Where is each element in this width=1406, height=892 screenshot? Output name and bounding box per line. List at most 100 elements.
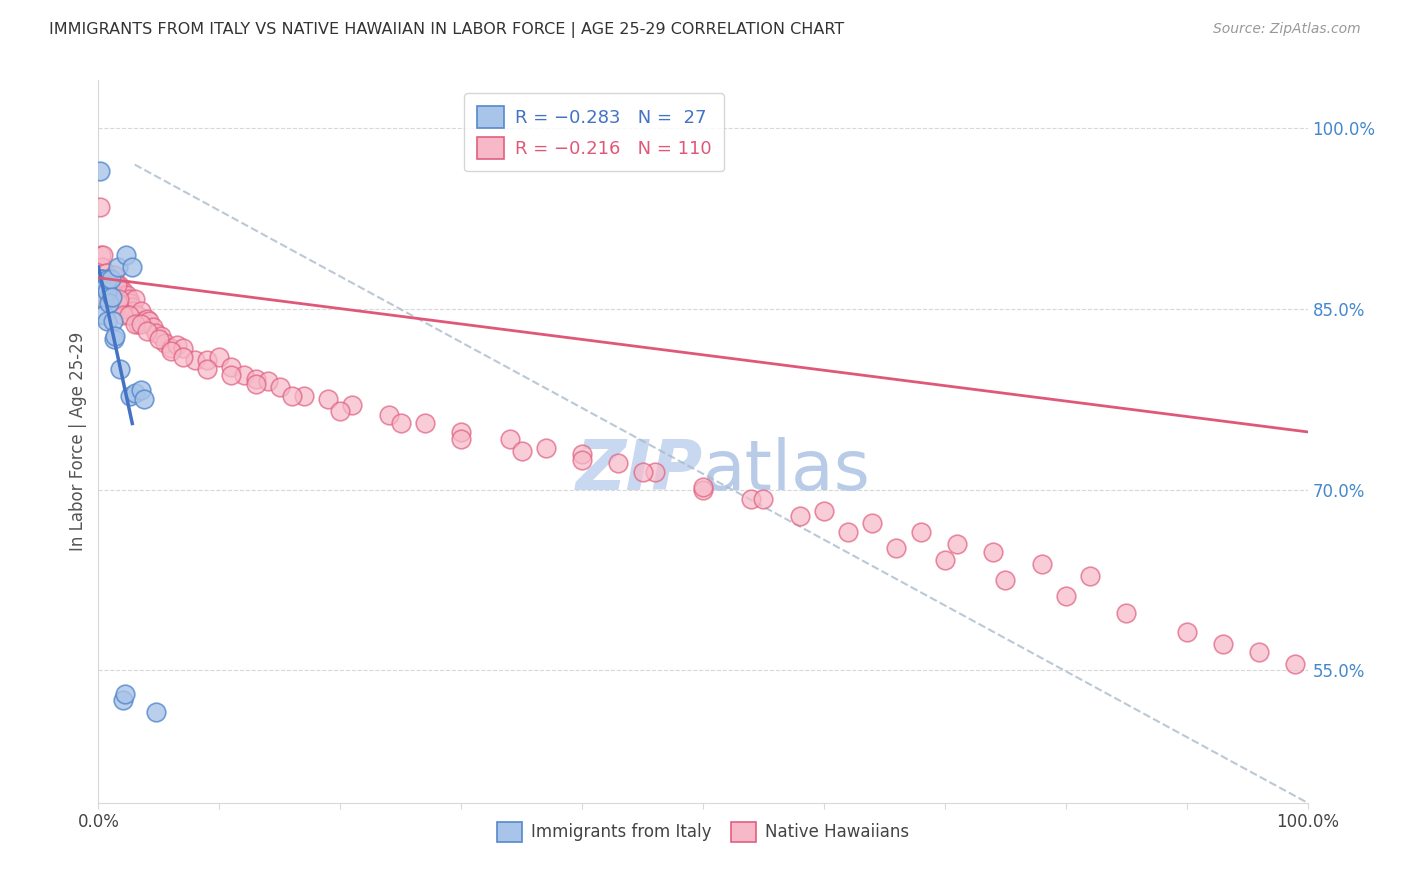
Point [89,163,111,178]
Text: Source: ZipAtlas.com: Source: ZipAtlas.com [1213,22,1361,37]
Point [153,335,176,350]
Point [184,352,207,367]
Point [96,314,118,328]
Point [148,332,170,346]
Point [129,383,152,397]
Point [120,304,142,318]
Point [910,524,932,539]
Point [101,287,124,301]
Point [111,693,134,707]
Point [111,284,134,298]
Point [132,314,155,328]
Point [104,328,127,343]
Point [89,200,111,214]
Point [160,344,183,359]
Point [450,432,472,446]
Point [101,314,124,328]
Point [124,386,146,401]
Y-axis label: In Labor Force | Age 25-29: In Labor Force | Age 25-29 [69,332,87,551]
Point [644,465,666,479]
Point [1175,624,1198,639]
Point [115,248,138,262]
Point [129,317,152,331]
Point [571,447,593,461]
Point [172,341,194,355]
Point [96,280,118,294]
Point [138,314,160,328]
Point [1249,645,1271,659]
Point [752,492,775,507]
Point [94,293,117,307]
Text: ZIP: ZIP [575,437,703,504]
Point [107,260,129,274]
Point [607,456,630,470]
Point [118,389,141,403]
Point [498,432,520,446]
Point [1284,657,1306,672]
Point [112,287,135,301]
Point [692,483,714,497]
Point [96,284,118,298]
Point [108,293,131,307]
Point [100,290,122,304]
Point [316,392,339,407]
Point [135,324,157,338]
Point [377,408,399,422]
Point [107,296,129,310]
Point [813,504,835,518]
Point [98,272,121,286]
Point [245,372,267,386]
Point [93,293,115,307]
Point [160,341,183,355]
Point [860,516,883,531]
Point [172,350,194,364]
Legend: Immigrants from Italy, Native Hawaiians: Immigrants from Italy, Native Hawaiians [491,815,915,848]
Point [93,308,115,322]
Point [103,287,125,301]
Point [108,278,131,293]
Point [740,492,762,507]
Point [107,293,129,307]
Point [114,687,136,701]
Point [1115,606,1137,620]
Point [1212,637,1234,651]
Point [166,338,188,352]
Point [145,326,167,341]
Point [104,280,127,294]
Point [97,272,120,286]
Point [90,248,112,262]
Point [208,350,231,364]
Point [115,301,138,317]
Point [1031,558,1053,572]
Point [510,444,533,458]
Point [1078,569,1101,583]
Point [946,537,969,551]
Text: atlas: atlas [703,437,870,504]
Point [118,293,141,307]
Point [631,465,654,479]
Point [100,272,122,286]
Point [117,287,139,301]
Point [100,290,122,304]
Point [221,368,243,383]
Point [245,376,267,391]
Point [91,248,114,262]
Point [103,268,125,283]
Point [93,284,115,298]
Point [413,417,436,431]
Point [108,362,131,376]
Point [135,311,157,326]
Point [118,296,141,310]
Point [91,260,114,274]
Point [94,278,117,293]
Point [534,441,557,455]
Point [195,362,218,376]
Point [103,332,125,346]
Point [98,293,121,307]
Text: IMMIGRANTS FROM ITALY VS NATIVE HAWAIIAN IN LABOR FORCE | AGE 25-29 CORRELATION : IMMIGRANTS FROM ITALY VS NATIVE HAWAIIAN… [49,22,845,38]
Point [221,359,243,374]
Point [195,352,218,367]
Point [789,509,811,524]
Point [129,304,152,318]
Point [124,317,146,331]
